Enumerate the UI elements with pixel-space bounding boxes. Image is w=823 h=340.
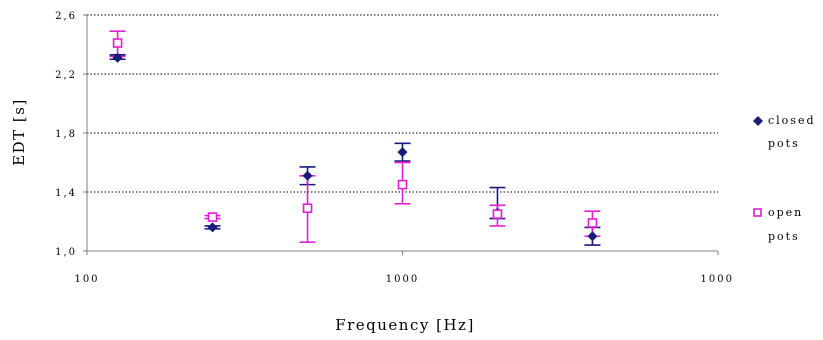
y-tick-label: 2,2 <box>55 70 77 81</box>
y-axis-label: EDT [s] <box>10 98 28 166</box>
data-point-open-pots <box>397 179 408 190</box>
x-tick-label: 1000 <box>701 274 734 285</box>
legend-square-marker <box>753 208 762 217</box>
data-point-open-pots <box>492 209 503 219</box>
data-point-closed-pots <box>587 231 598 242</box>
y-tick-label: 1,8 <box>55 129 77 140</box>
legend: closed pots open pots <box>753 114 816 243</box>
y-tick-label: 1,0 <box>55 247 77 258</box>
legend-label-pots: pots <box>768 230 800 243</box>
y-tick-label: 2,6 <box>55 11 77 22</box>
data-point-closed-pots <box>302 170 313 181</box>
x-tick-labels: 100 1000 1000 <box>74 274 734 285</box>
data-point-closed-pots <box>397 147 408 158</box>
x-axis-label: Frequency [Hz] <box>335 316 475 334</box>
data-point-open-pots <box>207 212 218 222</box>
data-point-open-pots <box>112 38 123 48</box>
data-point-closed-pots <box>207 222 218 233</box>
legend-item-open-pots: open pots <box>753 206 803 243</box>
y-tick-labels: 1,0 1,4 1,8 2,2 2,6 <box>55 11 77 258</box>
data-point-open-pots <box>587 218 598 228</box>
legend-diamond-marker <box>753 116 763 126</box>
legend-label-pots: pots <box>768 137 800 150</box>
y-tick-label: 1,4 <box>55 188 77 199</box>
x-tick-label: 1000 <box>386 274 419 285</box>
data-point-open-pots <box>302 203 313 214</box>
axes <box>83 14 719 255</box>
data-points <box>112 38 598 242</box>
data-point-closed-pots <box>112 52 123 63</box>
x-tick-label: 100 <box>74 274 99 285</box>
legend-label-open: open <box>768 206 803 219</box>
legend-label-closed: closed <box>768 114 816 127</box>
error-bars <box>109 30 601 246</box>
legend-item-closed-pots: closed pots <box>753 114 816 150</box>
